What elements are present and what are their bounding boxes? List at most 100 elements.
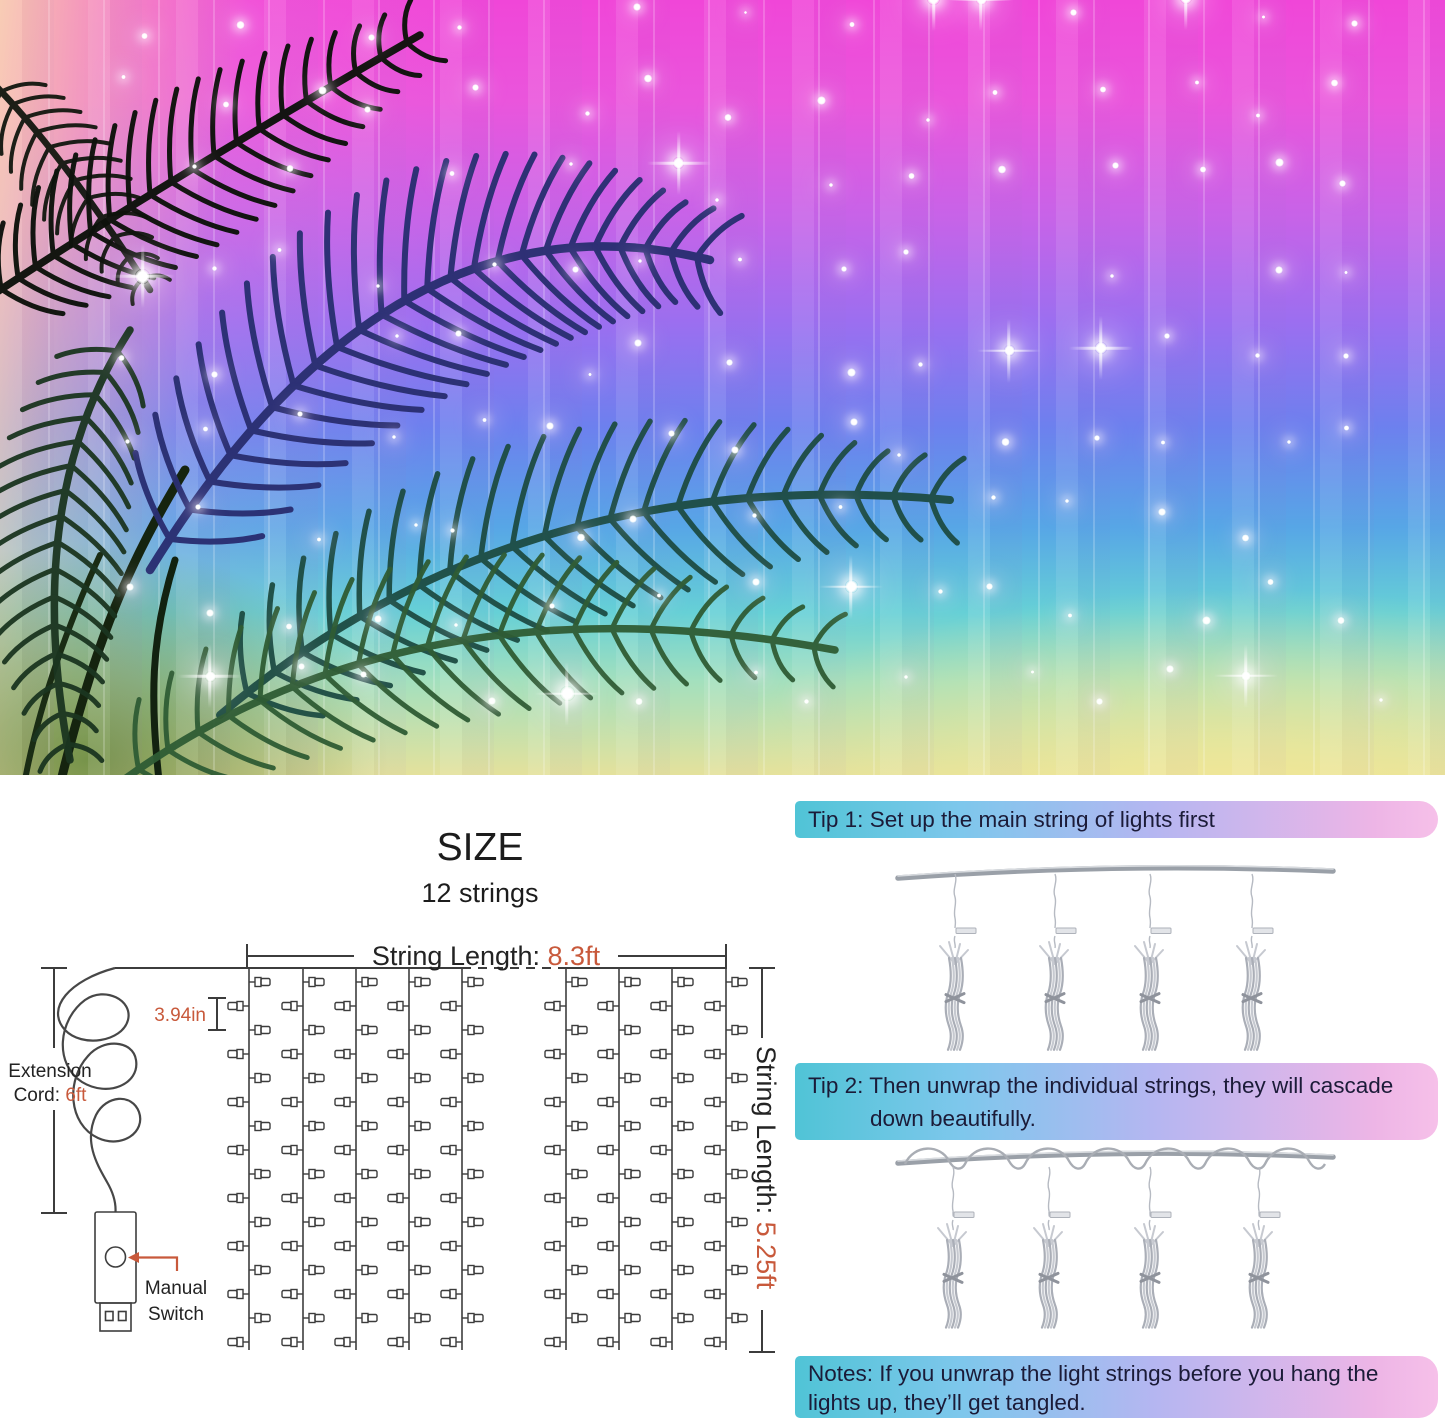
led-dot: [1157, 507, 1166, 516]
led-dot: [1094, 434, 1101, 441]
led-dot: [206, 608, 215, 618]
led-dot: [1342, 352, 1349, 359]
led-dot: [902, 248, 910, 256]
led-dot: [453, 623, 458, 627]
led-dot: [1339, 180, 1346, 187]
extension-cord-label-line2: Cord: 6ft: [14, 1085, 88, 1106]
led-dot: [637, 258, 643, 263]
led-dot: [1337, 616, 1345, 625]
curtain-rod-wrapped-wire: [895, 1147, 1336, 1170]
led-dot: [1195, 80, 1200, 85]
led-dot: [548, 602, 555, 609]
led-dot: [569, 162, 573, 167]
led-starburst: [135, 268, 151, 284]
led-dot: [125, 582, 134, 591]
led-dot: [222, 101, 230, 108]
led-dot: [448, 170, 455, 177]
led-starburst: [1180, 0, 1193, 5]
led-dot: [629, 515, 637, 523]
led-dot: [743, 10, 748, 15]
led-dot: [195, 503, 202, 510]
notes-banner: Notes: If you unwrap the light strings b…: [795, 1356, 1438, 1418]
led-dot: [472, 83, 480, 91]
led-dot: [1275, 266, 1283, 274]
drop-length-dimension-label: String Length: 5.25ft: [751, 1046, 781, 1290]
led-dot: [1254, 353, 1260, 359]
led-dot: [1096, 697, 1104, 705]
led-dot: [986, 583, 993, 590]
led-starburst: [673, 157, 685, 169]
led-dot: [457, 25, 463, 31]
led-dot: [907, 172, 915, 180]
manual-switch-label-line2: Switch: [148, 1304, 204, 1325]
led-dot: [1343, 270, 1348, 275]
led-dot: [991, 495, 996, 500]
led-dot: [1261, 15, 1266, 19]
led-dot: [277, 247, 282, 253]
led-dot: [1067, 613, 1073, 619]
led-dot: [817, 96, 826, 105]
led-dot: [413, 523, 418, 528]
led-dot: [751, 513, 758, 519]
led-dot: [1166, 665, 1174, 673]
tip2-text-line1: Tip 2: Then unwrap the individual string…: [808, 1073, 1394, 1098]
led-dot: [1099, 86, 1106, 93]
led-dot: [212, 266, 218, 272]
switch-pointer-arrow: [128, 1252, 179, 1271]
string-length-dimension-label: String Length: 8.3ft: [372, 941, 601, 971]
led-dot: [118, 354, 126, 362]
led-starburst: [204, 670, 216, 682]
led-dot: [715, 197, 719, 202]
palm-plant-silhouette: [0, 0, 967, 775]
led-dot: [491, 262, 497, 268]
led-dot: [850, 418, 859, 427]
led-dot: [1001, 438, 1010, 447]
tip1-banner: Tip 1: Set up the main string of lights …: [795, 801, 1438, 838]
led-dot: [588, 372, 592, 377]
led-dot: [848, 21, 855, 28]
led-dot: [1202, 616, 1212, 625]
led-dot: [656, 593, 662, 598]
led-dot: [286, 164, 294, 173]
led-dot: [751, 577, 760, 586]
led-dot: [454, 329, 463, 338]
led-dot: [643, 74, 653, 83]
led-dot: [192, 164, 198, 170]
led-dot: [725, 359, 733, 366]
led-dot: [210, 370, 218, 379]
notes-text-line2: lights up, they’ll get tangled.: [808, 1390, 1086, 1415]
led-starburst: [975, 0, 987, 5]
led-dot: [1267, 579, 1274, 586]
led-dot: [926, 118, 931, 123]
led-dot: [121, 74, 127, 80]
notes-text-line1: Notes: If you unwrap the light strings b…: [808, 1361, 1379, 1386]
led-dot: [1287, 439, 1292, 444]
curtain-strings-grid: [227, 968, 748, 1350]
led-dot: [373, 614, 383, 624]
led-dot: [723, 113, 732, 122]
size-diagram: SIZE 12 strings String Length: 8.3ft 3.9…: [8, 826, 781, 1353]
led-starburst: [927, 0, 941, 6]
led-dot: [997, 164, 1007, 174]
led-dot: [545, 422, 554, 431]
led-dot: [917, 362, 923, 368]
led-dot: [576, 533, 586, 542]
tip1-text: Tip 1: Set up the main string of lights …: [808, 807, 1215, 832]
led-dot: [202, 426, 209, 432]
extension-cord-label-line1: Extension: [8, 1061, 91, 1082]
led-dot: [236, 20, 245, 30]
led-dot: [1110, 273, 1115, 278]
led-dot: [124, 439, 131, 445]
led-dot: [317, 86, 327, 95]
product-photo: [0, 0, 1445, 775]
led-dot: [285, 623, 293, 630]
led-dot: [449, 527, 456, 534]
led-dot: [316, 536, 322, 542]
bulb-spacing-label: 3.94in: [154, 1005, 206, 1026]
led-dot: [1343, 424, 1350, 431]
led-dot: [634, 338, 643, 347]
led-dot: [632, 2, 641, 11]
wrapped-string-bundles: [939, 873, 1274, 1051]
tip2-banner: Tip 2: Then unwrap the individual string…: [795, 1063, 1438, 1140]
